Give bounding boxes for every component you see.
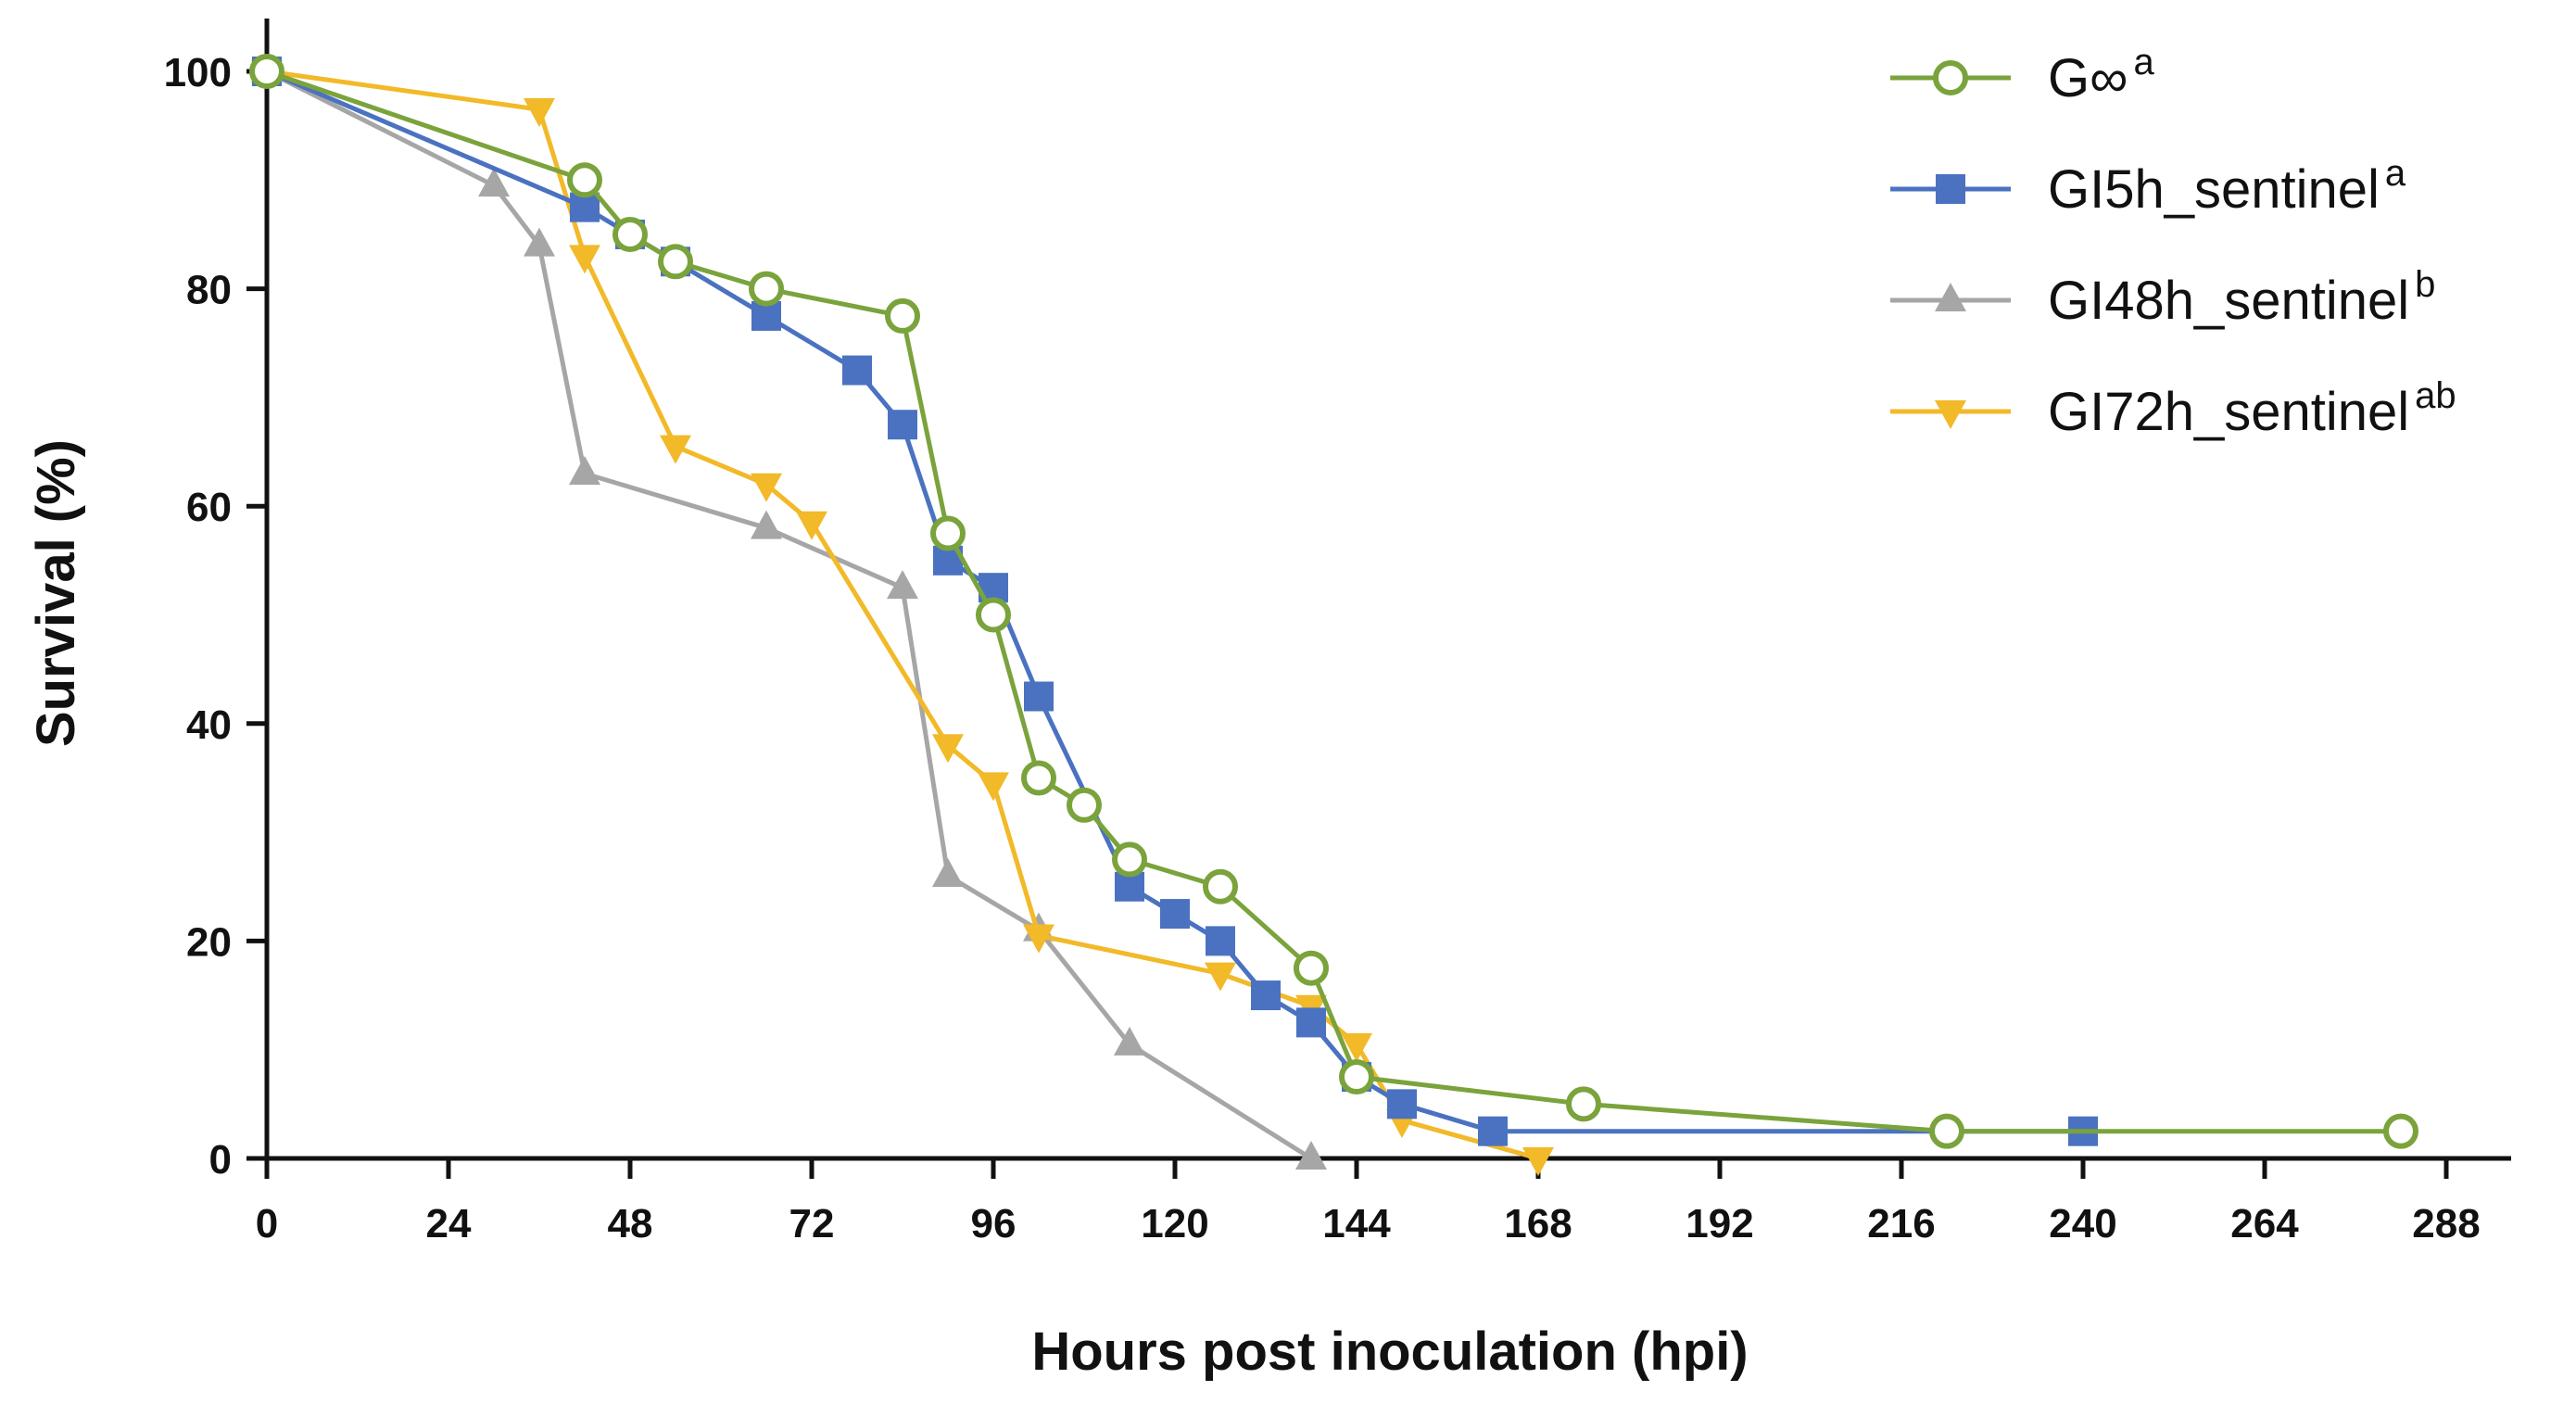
legend-series-name: GI5h_sentinel	[2048, 159, 2380, 220]
data-point	[249, 54, 284, 89]
data-point	[932, 858, 964, 888]
data-point	[1522, 1147, 1554, 1176]
y-tick-label: 100	[164, 50, 232, 95]
data-point	[751, 473, 782, 502]
data-point	[1024, 681, 1054, 712]
data-point	[751, 510, 782, 539]
legend-marker	[1936, 174, 1965, 204]
y-axis-title: Survival (%)	[26, 439, 86, 747]
data-point	[569, 456, 600, 486]
data-point	[1067, 787, 1102, 823]
legend-item: G∞ a	[1890, 42, 2154, 108]
data-point	[1021, 760, 1056, 796]
legend-label: GI48h_sentinel b	[2048, 264, 2435, 331]
legend-item: GI48h_sentinel b	[1890, 264, 2435, 331]
legend-significance-letter: a	[2385, 153, 2406, 194]
x-tick-label: 96	[971, 1201, 1017, 1246]
series-line	[266, 69, 2401, 1134]
series-gi72h-sentinel	[251, 60, 1554, 1176]
series-layer	[249, 54, 2418, 1176]
data-point	[612, 216, 648, 252]
data-point	[932, 734, 964, 764]
data-point	[842, 355, 872, 386]
x-tick-label: 144	[1322, 1201, 1391, 1246]
data-point	[978, 772, 1009, 802]
x-tick-label: 264	[2230, 1201, 2299, 1246]
data-point	[1023, 924, 1054, 954]
data-point	[1205, 962, 1236, 992]
series-line	[266, 69, 1539, 1161]
data-point	[885, 297, 920, 334]
data-point	[524, 227, 555, 257]
data-point	[1341, 1032, 1372, 1062]
x-tick-label: 48	[608, 1201, 653, 1246]
legend-significance-letter: a	[2133, 42, 2154, 82]
data-point	[1387, 1089, 1417, 1119]
x-tick-label: 24	[426, 1201, 472, 1246]
x-tick-label: 168	[1504, 1201, 1572, 1246]
x-tick-label: 216	[1867, 1201, 1935, 1246]
x-tick-label: 240	[2049, 1201, 2116, 1246]
data-point	[1929, 1113, 1964, 1149]
series-line	[265, 69, 1313, 1161]
data-point	[478, 168, 510, 197]
data-point	[1566, 1086, 1601, 1122]
axes	[264, 19, 2511, 1161]
data-point	[749, 271, 784, 307]
data-point	[1112, 841, 1147, 878]
data-point	[1251, 980, 1281, 1011]
data-point	[658, 244, 693, 280]
legend-series-name: GI72h_sentinel	[2048, 382, 2409, 442]
legend-label: GI5h_sentinel a	[2048, 153, 2406, 220]
data-point	[930, 515, 966, 551]
y-tick-label: 60	[186, 485, 232, 530]
legend-marker	[1935, 400, 1966, 429]
data-point	[796, 511, 827, 540]
x-tick-label: 120	[1141, 1201, 1208, 1246]
data-point	[1203, 868, 1238, 904]
y-tick-label: 80	[186, 268, 232, 313]
x-tick-label: 72	[789, 1201, 835, 1246]
legend-item: GI72h_sentinel ab	[1890, 375, 2456, 442]
series-gi48h-sentinel	[251, 54, 1327, 1170]
x-axis-title: Hours post inoculation (hpi)	[1031, 1322, 1748, 1382]
data-point	[2383, 1113, 2418, 1149]
legend-series-name: G∞	[2048, 48, 2128, 108]
data-point	[1294, 950, 1329, 986]
data-point	[1296, 1007, 1326, 1038]
x-tick-label: 288	[2412, 1201, 2480, 1246]
y-tick-label: 40	[186, 702, 232, 748]
data-point	[524, 98, 555, 128]
data-point	[887, 570, 918, 600]
data-point	[567, 162, 602, 198]
data-point	[1206, 926, 1235, 956]
legend-label: G∞ a	[2048, 42, 2154, 108]
legend-item: GI5h_sentinel a	[1890, 153, 2406, 220]
legend-marker	[1933, 60, 1968, 95]
data-point	[976, 597, 1011, 633]
data-point	[1295, 1141, 1327, 1170]
y-tick-label: 20	[186, 919, 232, 965]
data-point	[888, 410, 917, 440]
data-point	[1478, 1116, 1508, 1146]
legend-marker	[1935, 283, 1966, 311]
ticks: 0 24 48 72 96 120 144 168 192 216 240 264 288 0 20 40 60…	[164, 50, 2481, 1246]
data-point	[1160, 899, 1190, 930]
legend-series-name: GI48h_sentinel	[2048, 271, 2409, 331]
data-point	[1339, 1059, 1374, 1095]
data-point	[660, 435, 691, 464]
data-point	[569, 245, 600, 274]
legend-label: GI72h_sentinel ab	[2048, 375, 2456, 442]
legend-significance-letter: ab	[2415, 375, 2456, 416]
series-g-	[249, 54, 2418, 1149]
y-tick-label: 0	[209, 1137, 232, 1183]
data-point	[1114, 1026, 1145, 1056]
x-tick-label: 0	[256, 1201, 278, 1246]
series-gi5h-sentinel	[252, 57, 2098, 1146]
legend-significance-letter: b	[2415, 264, 2435, 305]
x-tick-label: 192	[1686, 1201, 1753, 1246]
